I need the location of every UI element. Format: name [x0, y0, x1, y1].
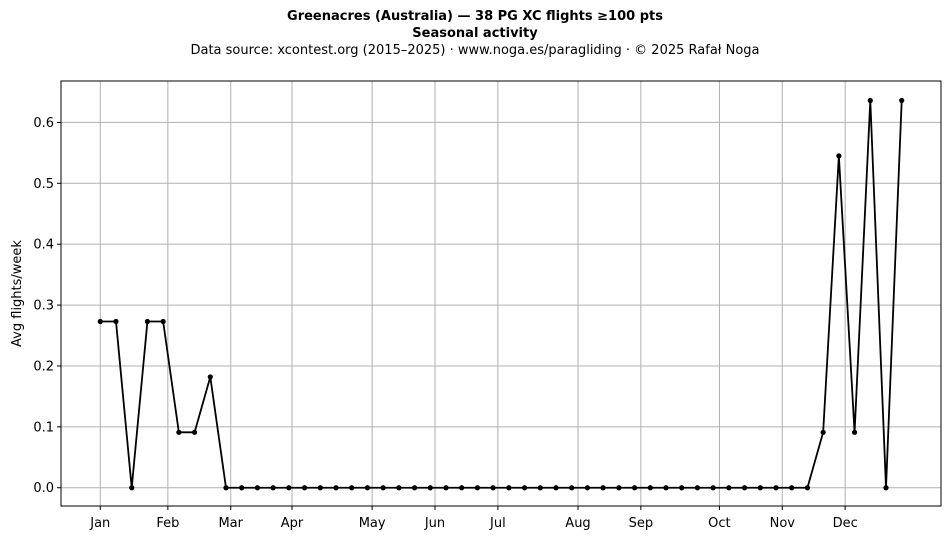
data-point-week-4 — [144, 318, 151, 325]
data-point-week-39 — [694, 485, 701, 491]
data-point-week-11 — [254, 485, 261, 491]
data-point-week-50 — [867, 97, 873, 104]
data-point-week-25 — [474, 485, 481, 491]
x-tick-label-apr: Apr — [281, 516, 304, 531]
x-tick-label-aug: Aug — [565, 516, 590, 531]
data-point-week-42 — [741, 485, 748, 491]
data-point-week-48 — [836, 153, 842, 159]
data-point-week-14 — [301, 485, 308, 491]
data-point-week-24 — [459, 485, 465, 491]
data-point-week-19 — [380, 485, 386, 491]
data-point-week-51 — [883, 485, 889, 491]
y-tick-label-6: 0.6 — [33, 116, 54, 131]
x-tick-label-jul: Jul — [489, 516, 506, 531]
data-point-week-30 — [553, 485, 559, 491]
data-point-week-34 — [616, 485, 622, 491]
data-point-week-36 — [647, 485, 653, 491]
data-point-week-23 — [443, 485, 449, 491]
data-point-week-18 — [364, 485, 371, 491]
data-point-week-43 — [757, 485, 763, 491]
data-point-week-15 — [317, 485, 323, 491]
data-point-week-20 — [396, 485, 402, 491]
data-point-week-40 — [710, 485, 716, 491]
data-point-week-12 — [270, 485, 276, 491]
series-line-0 — [100, 99, 903, 489]
data-point-week-9 — [223, 485, 229, 491]
chart-title: Greenacres (Australia) — 38 PG XC flight… — [287, 9, 663, 24]
chart-subtitle: Seasonal activity — [412, 26, 538, 41]
x-tick-label-jan: Jan — [89, 516, 110, 531]
x-tick-label-dec: Dec — [833, 516, 858, 531]
data-point-week-38 — [679, 485, 685, 491]
data-point-week-2 — [113, 318, 119, 325]
x-tick-label-jun: Jun — [424, 516, 445, 531]
data-point-week-45 — [789, 485, 795, 491]
data-point-week-47 — [820, 429, 826, 435]
x-tick-label-may: May — [359, 516, 386, 531]
x-tick-label-feb: Feb — [156, 516, 179, 531]
data-point-week-28 — [521, 485, 528, 491]
x-tick-label-oct: Oct — [708, 516, 730, 531]
y-tick-label-5: 0.5 — [33, 177, 54, 192]
data-point-week-16 — [333, 485, 339, 491]
data-point-week-3 — [129, 485, 135, 491]
data-point-week-1 — [97, 318, 103, 325]
y-tick-label-2: 0.2 — [33, 359, 54, 374]
data-point-week-10 — [239, 485, 245, 491]
x-tick-label-sep: Sep — [629, 516, 654, 531]
data-point-week-52 — [899, 97, 905, 104]
data-point-week-27 — [506, 485, 512, 491]
data-point-week-22 — [427, 485, 433, 491]
data-point-week-26 — [490, 485, 496, 491]
data-point-week-6 — [176, 429, 182, 435]
data-point-week-5 — [160, 318, 166, 325]
x-tick-label-mar: Mar — [218, 516, 243, 531]
y-tick-label-1: 0.1 — [33, 420, 54, 435]
data-point-week-13 — [286, 485, 292, 491]
data-point-week-7 — [191, 429, 198, 435]
data-point-week-32 — [584, 485, 591, 491]
data-point-week-46 — [804, 485, 811, 491]
data-point-week-33 — [600, 485, 606, 491]
plot-frame — [60, 80, 942, 507]
data-point-week-35 — [631, 485, 638, 491]
data-point-week-31 — [569, 485, 575, 491]
data-point-week-21 — [411, 485, 418, 491]
y-tick-label-0: 0.0 — [33, 481, 54, 496]
chart-source-line: Data source: xcontest.org (2015–2025) · … — [190, 43, 760, 58]
data-point-week-17 — [349, 485, 355, 491]
data-point-week-49 — [851, 429, 858, 435]
y-axis-label: Avg flights/week — [10, 240, 25, 347]
data-point-week-37 — [663, 485, 669, 491]
data-point-week-44 — [773, 485, 779, 491]
data-point-week-8 — [207, 374, 213, 380]
y-tick-label-3: 0.3 — [33, 299, 54, 314]
data-point-week-41 — [726, 485, 732, 491]
y-tick-label-4: 0.4 — [33, 238, 54, 253]
x-tick-label-nov: Nov — [770, 516, 796, 531]
data-point-week-29 — [537, 485, 543, 491]
